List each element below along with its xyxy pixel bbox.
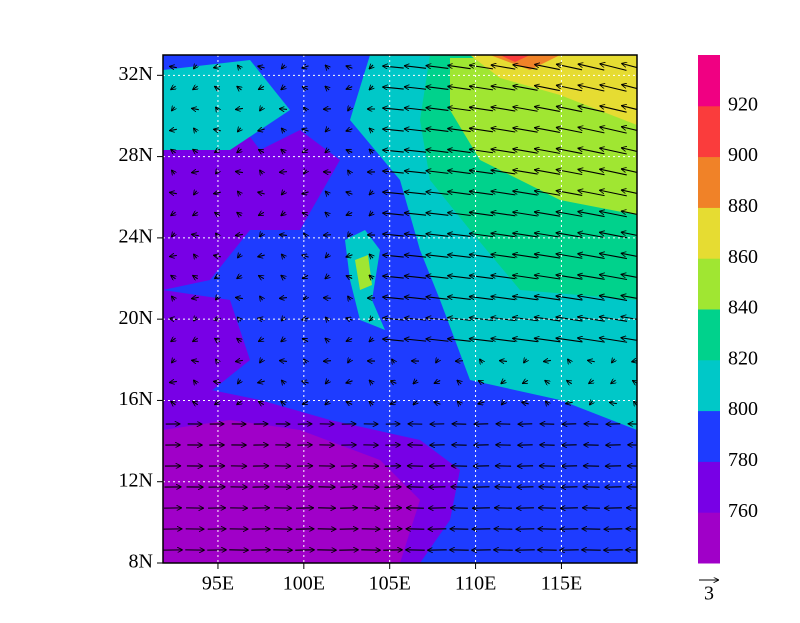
colorbar-bin [698, 411, 720, 462]
colorbar-bin [698, 157, 720, 208]
vector [323, 298, 331, 299]
colorbar-bin [698, 258, 720, 309]
colorbar-label: 840 [728, 297, 758, 319]
vector-key-label: 3 [704, 583, 714, 605]
y-tick-label: 12N [119, 469, 153, 491]
y-tick-label: 8N [129, 551, 153, 573]
colorbar-bin [698, 207, 720, 258]
x-tick-label: 110E [455, 573, 496, 595]
vector [279, 109, 287, 110]
colorbar-label: 880 [728, 195, 758, 217]
x-tick-label: 105E [369, 573, 411, 595]
x-tick-label: 100E [283, 573, 325, 595]
colorbar-label: 780 [728, 449, 758, 471]
colorbar-label: 860 [728, 246, 758, 268]
x-tick-label: 95E [202, 573, 234, 595]
colorbar-label: 900 [728, 144, 758, 166]
colorbar-bin [698, 106, 720, 157]
colorbar-label: 920 [728, 93, 758, 115]
colorbar-label: 760 [728, 500, 758, 522]
y-tick-label: 16N [119, 388, 153, 410]
colorbar-bin [698, 360, 720, 411]
x-tick-label: 115E [541, 573, 582, 595]
y-tick-label: 32N [119, 63, 153, 85]
colorbar-bin [698, 512, 720, 563]
y-tick-label: 28N [119, 144, 153, 166]
y-tick-label: 24N [119, 225, 153, 247]
y-tick-label: 20N [119, 307, 153, 329]
vector [323, 361, 331, 362]
colorbar-label: 800 [728, 398, 758, 420]
vector [279, 172, 287, 173]
colorbar-bin [698, 55, 720, 106]
colorbar-bin [698, 461, 720, 512]
colorbar-bin [698, 309, 720, 360]
colorbar-label: 820 [728, 347, 758, 369]
